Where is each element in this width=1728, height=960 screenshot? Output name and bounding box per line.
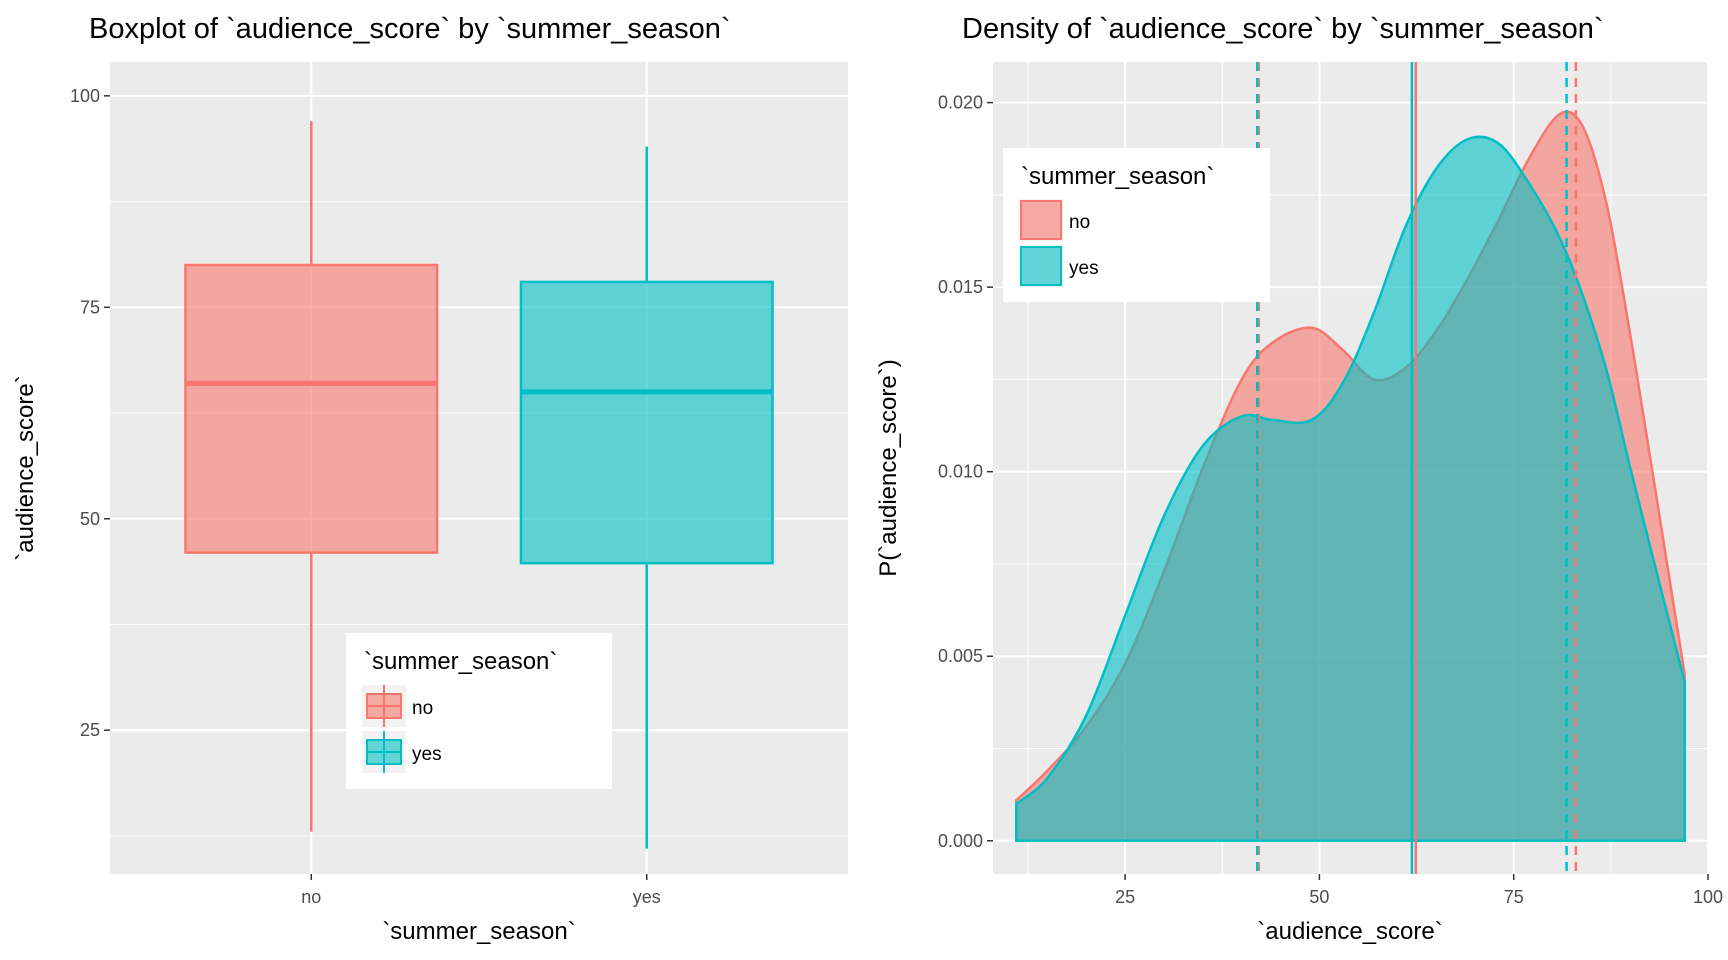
density-legend-label-yes: yes bbox=[1069, 258, 1099, 279]
density-x-tick-label: 25 bbox=[1115, 887, 1135, 907]
legend-key-area-no bbox=[1020, 200, 1062, 240]
density-legend-keys bbox=[1019, 199, 1063, 287]
boxplot-y-axis-label: `audience_score` bbox=[12, 375, 39, 560]
legend-key-area-yes bbox=[1020, 246, 1062, 286]
density-x-tick-label: 100 bbox=[1693, 887, 1723, 907]
boxplot-legend: `summer_season` no yes bbox=[346, 633, 612, 789]
density-x-ticks: 25 50 75 100 bbox=[1115, 874, 1723, 907]
density-x-tick-label: 50 bbox=[1309, 887, 1329, 907]
boxplot-x-ticks: no yes bbox=[301, 874, 661, 907]
boxplot-x-axis-label: `summer_season` bbox=[382, 918, 575, 945]
boxplot-boxes bbox=[184, 121, 774, 849]
boxplot-legend-label-no: no bbox=[412, 698, 433, 719]
boxplot-x-tick-label: no bbox=[301, 887, 321, 907]
boxplot-y-ticks: 25 50 75 100 bbox=[70, 86, 110, 740]
boxplot-y-tick-label: 100 bbox=[70, 86, 100, 106]
boxplot-y-tick-label: 50 bbox=[80, 509, 100, 529]
density-y-tick-label: 0.005 bbox=[938, 646, 983, 666]
density-y-tick-label: 0.020 bbox=[938, 93, 983, 113]
boxplot-y-tick-label: 25 bbox=[80, 720, 100, 740]
box-yes bbox=[519, 280, 774, 565]
density-y-tick-label: 0.010 bbox=[938, 462, 983, 482]
boxplot-legend-title: `summer_season` bbox=[364, 648, 557, 675]
density-y-axis-label: P(`audience_score`) bbox=[875, 359, 902, 576]
density-x-tick-label: 75 bbox=[1504, 887, 1524, 907]
density-legend-label-no: no bbox=[1069, 212, 1090, 233]
density-legend-title: `summer_season` bbox=[1021, 163, 1214, 190]
density-areas bbox=[1015, 110, 1686, 843]
boxplot-y-tick-label: 75 bbox=[80, 297, 100, 317]
density-legend: `summer_season` no yes bbox=[1003, 148, 1270, 302]
density-chart: Density of `audience_score` by `summer_s… bbox=[875, 13, 1723, 945]
box-no bbox=[184, 263, 439, 554]
density-x-axis-label: `audience_score` bbox=[1257, 918, 1442, 945]
density-area-yes bbox=[1015, 135, 1686, 843]
density-y-ticks: 0.000 0.005 0.010 0.015 0.020 bbox=[938, 93, 993, 851]
boxplot-x-tick-label: yes bbox=[633, 887, 661, 907]
density-y-tick-label: 0.015 bbox=[938, 277, 983, 297]
boxplot-legend-keys bbox=[362, 685, 406, 773]
boxplot-chart: Boxplot of `audience_score` by `summer_s… bbox=[12, 13, 848, 945]
density-y-tick-label: 0.000 bbox=[938, 831, 983, 851]
boxplot-title: Boxplot of `audience_score` by `summer_s… bbox=[89, 13, 731, 45]
boxplot-legend-label-yes: yes bbox=[412, 744, 442, 765]
density-title: Density of `audience_score` by `summer_s… bbox=[962, 13, 1604, 45]
